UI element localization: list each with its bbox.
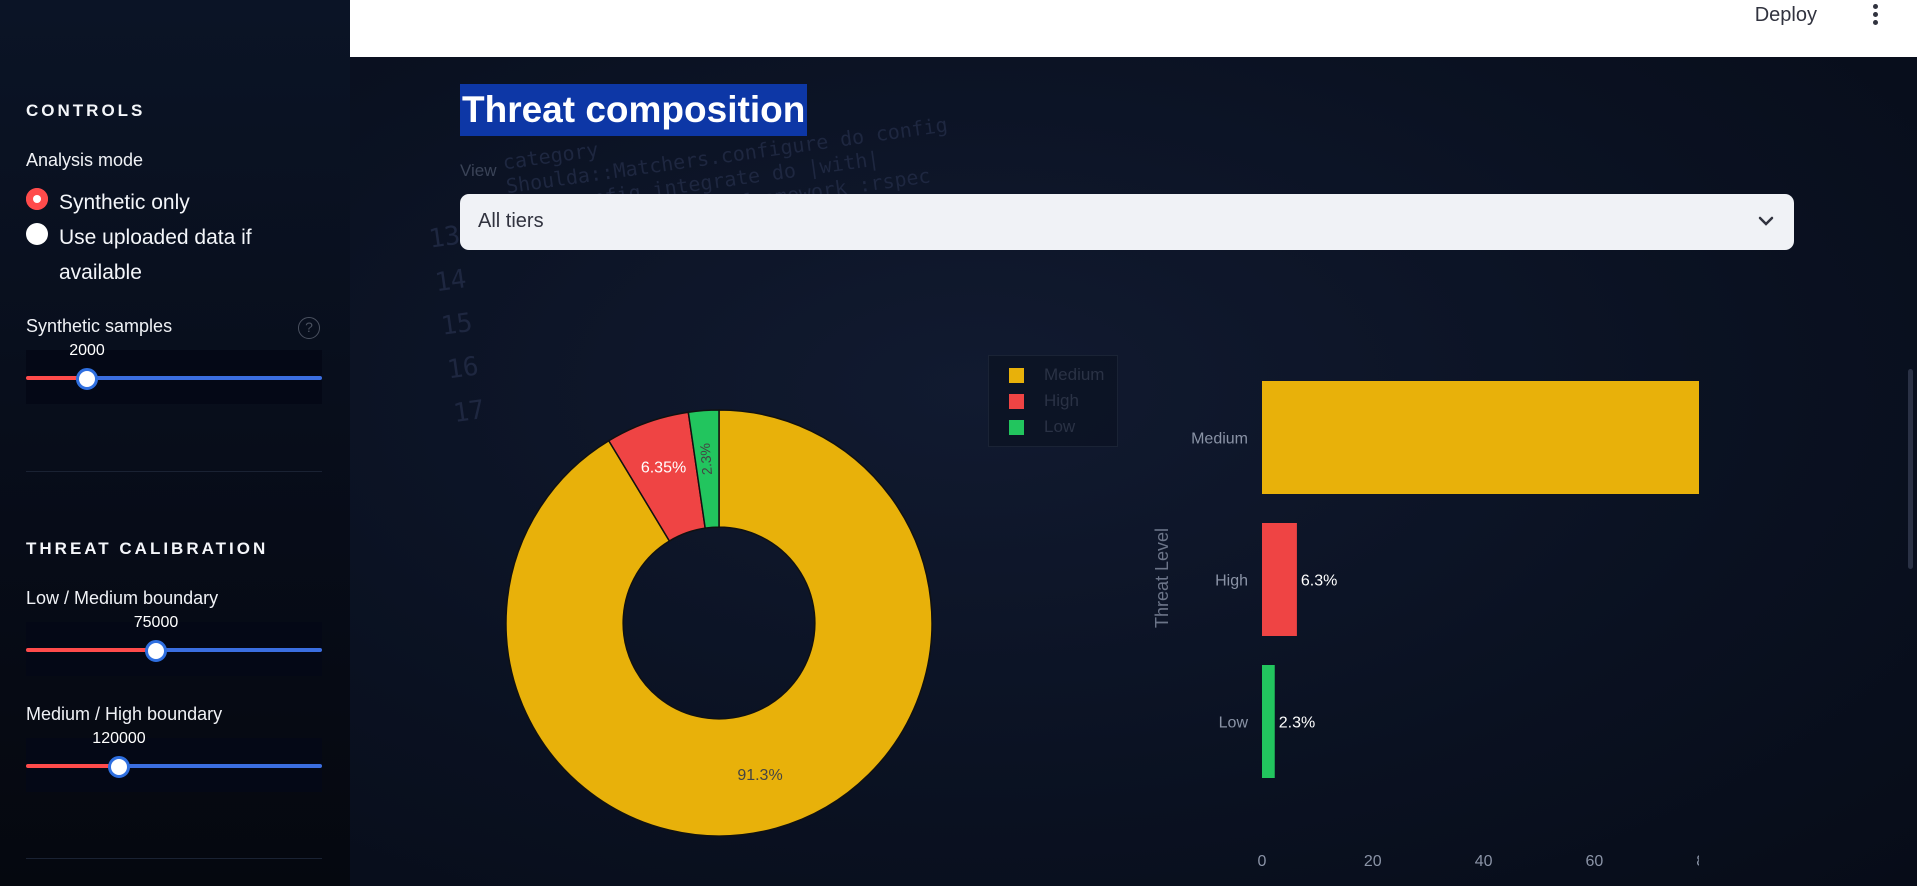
x-tick-label: 20 xyxy=(1364,853,1382,870)
chart-legend: Medium High Low xyxy=(988,355,1118,447)
donut-slice-low xyxy=(687,409,720,530)
bar-data-label: 6.3% xyxy=(1301,573,1337,590)
deploy-button[interactable]: Deploy xyxy=(1754,4,1817,26)
synthetic-samples-label: Synthetic samples xyxy=(26,316,173,336)
slider-value: 2000 xyxy=(69,342,105,359)
donut-slice-label: 91.3% xyxy=(737,767,782,784)
synthetic-samples-slider[interactable]: 2000 xyxy=(26,342,322,404)
bar-high xyxy=(1262,523,1297,636)
main-content: ■ ■ ■ category Shoulda::Matchers.configu… xyxy=(350,57,1917,886)
legend-swatch xyxy=(1009,419,1024,435)
bar-category-label: Low xyxy=(1219,715,1249,732)
radio-unselected-icon[interactable] xyxy=(26,223,48,245)
legend-label: Low xyxy=(1044,417,1076,436)
bar-data-label: 2.3% xyxy=(1279,715,1315,732)
slider-value: 120000 xyxy=(92,730,146,747)
analysis-mode-label: Analysis mode xyxy=(26,150,144,170)
legend-item-high[interactable]: High xyxy=(1009,391,1079,411)
legend-swatch xyxy=(1009,367,1024,383)
slider-thumb[interactable] xyxy=(145,640,167,662)
scrollbar[interactable] xyxy=(1908,369,1913,569)
x-tick-label: 60 xyxy=(1586,853,1604,870)
slider-track[interactable] xyxy=(26,648,322,652)
slider-thumb[interactable] xyxy=(108,756,130,778)
donut-slice-medium xyxy=(505,409,933,837)
controls-heading: CONTROLS xyxy=(26,101,146,120)
bar-chart: Medium91.3%High6.3%Low2.3%020406080Perce… xyxy=(1152,381,1699,884)
sidebar-divider xyxy=(26,858,322,859)
slider-track[interactable] xyxy=(26,764,322,768)
page-title: Threat composition xyxy=(460,84,808,136)
low-medium-slider[interactable]: 75000 xyxy=(26,614,322,676)
threat-calibration-heading: THREAT CALIBRATION xyxy=(26,539,269,558)
x-tick-label: 40 xyxy=(1475,853,1493,870)
slider-track[interactable] xyxy=(26,376,322,380)
legend-item-low[interactable]: Low xyxy=(1009,417,1075,437)
x-axis-title: Percentage of events xyxy=(1393,883,1563,884)
medium-high-slider[interactable]: 120000 xyxy=(26,730,322,792)
donut-chart: 91.3% 6.35% 2.3% xyxy=(505,409,933,837)
sidebar: CONTROLS Analysis mode Synthetic only Us… xyxy=(0,0,350,886)
chevron-down-icon xyxy=(1758,216,1774,226)
x-tick-label: 80 xyxy=(1696,853,1699,870)
view-label: View xyxy=(460,161,497,180)
y-axis-title: Threat Level xyxy=(1152,528,1172,628)
legend-label: Medium xyxy=(1044,365,1105,384)
bar-category-label: Medium xyxy=(1191,431,1248,448)
radio-label: Synthetic only xyxy=(59,191,190,214)
bar-medium xyxy=(1262,381,1699,494)
bar-low xyxy=(1262,665,1275,778)
bar-category-label: High xyxy=(1215,573,1248,590)
view-selected-value: All tiers xyxy=(478,210,544,232)
help-icon[interactable]: ? xyxy=(298,317,320,339)
radio-use-uploaded[interactable]: Use uploaded data if available xyxy=(26,220,289,290)
radio-label: Use uploaded data if available xyxy=(59,226,252,284)
slider-value: 75000 xyxy=(133,614,179,631)
donut-slice-label: 2.3% xyxy=(697,443,715,476)
low-medium-label: Low / Medium boundary xyxy=(26,588,219,608)
legend-item-medium[interactable]: Medium xyxy=(1009,365,1104,385)
more-options-icon[interactable] xyxy=(1873,4,1879,28)
view-select[interactable]: All tiers xyxy=(460,194,1794,250)
radio-synthetic-only[interactable]: Synthetic only xyxy=(26,185,289,220)
sidebar-divider xyxy=(26,471,322,472)
slider-thumb[interactable] xyxy=(76,368,98,390)
medium-high-label: Medium / High boundary xyxy=(26,704,223,724)
legend-label: High xyxy=(1044,391,1079,410)
legend-swatch xyxy=(1009,393,1024,409)
top-bar: Deploy xyxy=(350,0,1917,57)
donut-slice-label: 6.35% xyxy=(641,459,686,476)
x-tick-label: 0 xyxy=(1258,853,1267,870)
radio-selected-icon[interactable] xyxy=(26,188,48,210)
